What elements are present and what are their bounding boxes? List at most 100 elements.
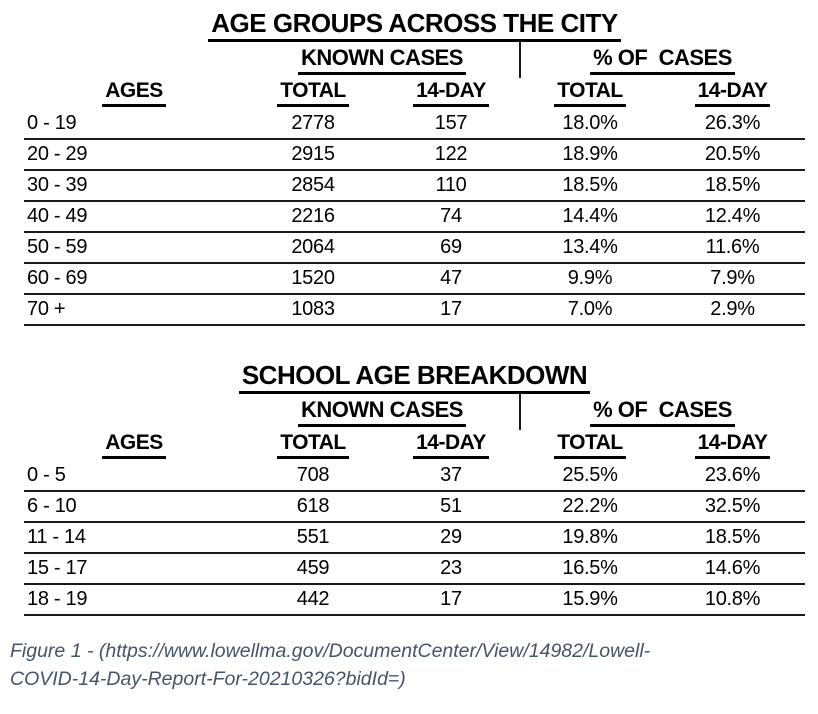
known-14day-cell: 157 bbox=[434, 112, 468, 134]
ages-cell: 40 - 49 bbox=[27, 205, 88, 227]
ages-cell: 6 - 10 bbox=[27, 495, 77, 517]
group-header-row: KNOWN CASES % OF CASES bbox=[24, 41, 805, 78]
known-total-cell: 2854 bbox=[291, 174, 335, 196]
group-divider-line bbox=[519, 41, 521, 78]
pct-total-cell: 9.9% bbox=[567, 267, 613, 289]
figure-caption: Figure 1 - (https://www.lowellma.gov/Doc… bbox=[10, 638, 650, 693]
pct-total-cell: 15.9% bbox=[562, 588, 618, 610]
known-total-cell: 2778 bbox=[291, 112, 335, 134]
pct-14day-column-header: 14-DAY bbox=[660, 431, 805, 459]
pct-14day-cell: 18.5% bbox=[704, 526, 761, 548]
table-row: 15 - 17 459 23 16.5% 14.6% bbox=[24, 554, 805, 585]
ages-cell: 50 - 59 bbox=[27, 236, 88, 258]
ages-cell: 0 - 5 bbox=[27, 464, 66, 486]
table-title-text: SCHOOL AGE BREAKDOWN bbox=[238, 360, 591, 394]
known-14day-cell: 29 bbox=[440, 526, 462, 548]
known-total-cell: 551 bbox=[296, 526, 330, 548]
age-groups-table: AGE GROUPS ACROSS THE CITY KNOWN CASES %… bbox=[24, 8, 805, 326]
pct-14day-cell: 26.3% bbox=[704, 112, 761, 134]
known-total-cell: 618 bbox=[296, 495, 330, 517]
ages-cell: 11 - 14 bbox=[27, 526, 86, 548]
pct-total-cell: 7.0% bbox=[567, 298, 613, 320]
pct-14day-cell: 10.8% bbox=[704, 588, 761, 610]
ages-column-header: AGES bbox=[24, 79, 244, 107]
table-title-text: AGE GROUPS ACROSS THE CITY bbox=[208, 8, 621, 42]
table-row: 6 - 10 618 51 22.2% 32.5% bbox=[24, 492, 805, 523]
table-row: 40 - 49 2216 74 14.4% 12.4% bbox=[24, 202, 805, 233]
known-14day-cell: 51 bbox=[440, 495, 462, 517]
table-row: 0 - 19 2778 157 18.0% 26.3% bbox=[24, 109, 805, 140]
known-total-cell: 442 bbox=[296, 588, 330, 610]
ages-cell: 70 + bbox=[27, 298, 66, 320]
pct-14day-cell: 2.9% bbox=[710, 298, 755, 320]
pct-14day-cell: 14.6% bbox=[704, 557, 761, 579]
known-total-cell: 1520 bbox=[291, 267, 335, 289]
pct-14day-cell: 11.6% bbox=[705, 236, 760, 258]
pct-total-column-header: TOTAL bbox=[520, 431, 660, 459]
pct-cases-group-header: % OF CASES bbox=[520, 45, 805, 75]
table-row: 11 - 14 551 29 19.8% 18.5% bbox=[24, 523, 805, 554]
known-total-cell: 708 bbox=[296, 464, 330, 486]
group-divider-line bbox=[519, 393, 521, 430]
school-age-table: SCHOOL AGE BREAKDOWN KNOWN CASES % OF CA… bbox=[24, 360, 805, 616]
pct-total-cell: 16.5% bbox=[562, 557, 618, 579]
known-14day-cell: 74 bbox=[440, 205, 462, 227]
table-row: 18 - 19 442 17 15.9% 10.8% bbox=[24, 585, 805, 616]
known-14day-cell: 23 bbox=[440, 557, 462, 579]
table-row: 20 - 29 2915 122 18.9% 20.5% bbox=[24, 140, 805, 171]
table-row: 70 + 1083 17 7.0% 2.9% bbox=[24, 295, 805, 326]
known-14day-cell: 47 bbox=[440, 267, 462, 289]
pct-14day-cell: 18.5% bbox=[704, 174, 761, 196]
pct-14day-cell: 12.4% bbox=[704, 205, 761, 227]
group-header-row: KNOWN CASES % OF CASES bbox=[24, 393, 805, 430]
pct-total-cell: 18.9% bbox=[562, 143, 618, 165]
known-14day-cell: 69 bbox=[440, 236, 462, 258]
ages-cell: 30 - 39 bbox=[27, 174, 88, 196]
known-14day-cell: 37 bbox=[440, 464, 462, 486]
pct-14day-cell: 7.9% bbox=[710, 267, 755, 289]
known-total-cell: 459 bbox=[296, 557, 330, 579]
pct-total-cell: 13.4% bbox=[562, 236, 618, 258]
pct-14day-column-header: 14-DAY bbox=[660, 79, 805, 107]
known-total-cell: 2915 bbox=[291, 143, 335, 165]
table-row: 60 - 69 1520 47 9.9% 7.9% bbox=[24, 264, 805, 295]
column-header-row: AGES TOTAL 14-DAY TOTAL 14-DAY bbox=[24, 75, 805, 109]
ages-cell: 20 - 29 bbox=[27, 143, 88, 165]
known-cases-group-header: KNOWN CASES bbox=[244, 397, 520, 427]
figure-caption-line1: Figure 1 - (https://www.lowellma.gov/Doc… bbox=[10, 640, 651, 662]
pct-total-cell: 25.5% bbox=[562, 464, 618, 486]
pct-14day-cell: 32.5% bbox=[704, 495, 761, 517]
pct-14day-cell: 20.5% bbox=[704, 143, 761, 165]
column-header-row: AGES TOTAL 14-DAY TOTAL 14-DAY bbox=[24, 427, 805, 461]
table-row: 0 - 5 708 37 25.5% 23.6% bbox=[24, 461, 805, 492]
ages-cell: 0 - 19 bbox=[27, 112, 77, 134]
pct-total-cell: 18.5% bbox=[562, 174, 618, 196]
known-14day-column-header: 14-DAY bbox=[382, 431, 520, 459]
ages-cell: 60 - 69 bbox=[27, 267, 88, 289]
known-14day-column-header: 14-DAY bbox=[382, 79, 520, 107]
known-cases-group-header: KNOWN CASES bbox=[244, 45, 520, 75]
known-total-column-header: TOTAL bbox=[244, 79, 382, 107]
figure-caption-line2: COVID-14-Day-Report-For-20210326?bidId=) bbox=[10, 667, 406, 690]
table-title: AGE GROUPS ACROSS THE CITY bbox=[24, 8, 805, 42]
pct-total-column-header: TOTAL bbox=[520, 79, 660, 107]
known-14day-cell: 122 bbox=[434, 143, 468, 165]
known-total-column-header: TOTAL bbox=[244, 431, 382, 459]
known-total-cell: 2216 bbox=[291, 205, 335, 227]
table-row: 30 - 39 2854 110 18.5% 18.5% bbox=[24, 171, 805, 202]
pct-14day-cell: 23.6% bbox=[704, 464, 761, 486]
ages-column-header: AGES bbox=[24, 431, 244, 459]
known-14day-cell: 17 bbox=[440, 588, 462, 610]
pct-total-cell: 22.2% bbox=[562, 495, 618, 517]
pct-cases-group-header: % OF CASES bbox=[520, 397, 805, 427]
pct-total-cell: 14.4% bbox=[562, 205, 618, 227]
ages-cell: 15 - 17 bbox=[27, 557, 88, 579]
pct-total-cell: 19.8% bbox=[562, 526, 618, 548]
table-row: 50 - 59 2064 69 13.4% 11.6% bbox=[24, 233, 805, 264]
known-total-cell: 1083 bbox=[291, 298, 335, 320]
ages-cell: 18 - 19 bbox=[27, 588, 88, 610]
known-total-cell: 2064 bbox=[291, 236, 335, 258]
known-14day-cell: 110 bbox=[435, 174, 467, 196]
known-14day-cell: 17 bbox=[440, 298, 462, 320]
